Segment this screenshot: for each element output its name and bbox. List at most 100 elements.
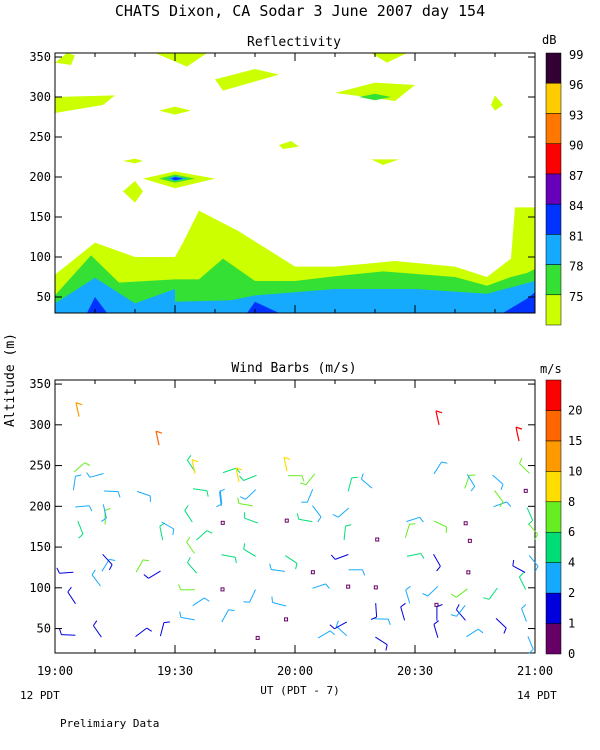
- wind-barb-flag: [239, 475, 244, 481]
- calm-marker: [310, 570, 315, 575]
- wind-barb-flag: [206, 490, 209, 497]
- wind-barb: [406, 553, 421, 557]
- colorbar-swatch: [545, 410, 562, 442]
- preliminary-note: Prelimiary Data: [60, 717, 159, 730]
- wind-barb-flag: [234, 557, 237, 564]
- wind-barb-flag: [206, 530, 213, 534]
- wind-barb-flag: [325, 583, 330, 589]
- wind-barb: [155, 431, 160, 446]
- wind-barb-flag: [295, 563, 298, 570]
- wind-barb: [219, 491, 222, 506]
- wind-barb: [191, 459, 196, 474]
- wind-barb-flag: [300, 482, 307, 486]
- wind-barb-flag: [477, 628, 484, 634]
- colorbar-swatch: [545, 379, 562, 411]
- wind-title: Wind Barbs (m/s): [231, 361, 356, 376]
- wind-barb-flag: [91, 569, 96, 576]
- wind-barb: [67, 591, 76, 604]
- wind-barb: [184, 510, 193, 523]
- wind-barb: [488, 587, 498, 600]
- x-tick-label: 21:00: [517, 664, 553, 678]
- wind-barb: [272, 602, 287, 607]
- reflectivity-band-81a: [55, 277, 175, 313]
- wind-barb-flag: [301, 475, 305, 482]
- wind-barb-flag: [521, 604, 527, 609]
- wind-barb-flag: [92, 620, 98, 626]
- y-tick-label: 150: [29, 210, 51, 224]
- wind-barb-flag: [228, 609, 235, 612]
- wind-barb: [334, 621, 348, 630]
- wind-barb-flag: [204, 597, 210, 602]
- reflectivity-blob: [155, 53, 207, 67]
- wind-barb-flag: [500, 484, 504, 491]
- colorbar-label: 96: [569, 78, 583, 92]
- wind-barb-flag: [117, 491, 121, 498]
- wind-barb: [433, 520, 447, 528]
- wind-barb-flag: [101, 517, 107, 522]
- reflectivity-band-81b: [175, 281, 535, 313]
- calm-marker: [284, 617, 289, 622]
- calm-marker: [255, 635, 260, 640]
- wind-barb: [405, 589, 411, 604]
- colorbar-swatch: [545, 143, 562, 175]
- wind-barb-flag: [269, 563, 272, 570]
- wind-barb-flag: [84, 462, 91, 466]
- reflectivity-blob-78: [359, 93, 391, 101]
- calm-marker: [463, 521, 468, 526]
- wind-barb-flag: [405, 585, 411, 591]
- wind-barb-flag: [512, 559, 515, 566]
- wind-barb: [221, 554, 236, 558]
- colorbar-label: 6: [568, 525, 575, 539]
- reflectivity-blob: [123, 181, 143, 203]
- wind-barb-flag: [243, 601, 250, 603]
- wind-barb: [515, 426, 520, 442]
- wind-barb: [466, 474, 476, 487]
- colorbar-swatch: [545, 82, 562, 114]
- y-tick-label: 350: [29, 377, 51, 391]
- calm-marker: [284, 518, 289, 523]
- wind-barb: [433, 553, 441, 567]
- wind-barb-flag: [436, 565, 441, 572]
- colorbar-label: 15: [568, 434, 582, 448]
- wind-barb-flag: [329, 630, 336, 635]
- wind-barb-flag: [419, 516, 424, 523]
- wind-barb: [101, 559, 110, 572]
- wind-barb: [433, 461, 442, 475]
- y-tick-label: 150: [29, 540, 51, 554]
- wind-barb-flag: [387, 618, 391, 625]
- altitude-axis-label: Altitude (m): [3, 333, 18, 427]
- wind-barb: [271, 569, 285, 572]
- wind-barb: [91, 574, 101, 587]
- reflectivity-blob: [371, 159, 399, 165]
- reflectivity-blob: [371, 53, 407, 63]
- colorbar-label: 10: [568, 464, 582, 478]
- wind-barb-flag: [330, 554, 336, 560]
- wind-barb-flag: [143, 574, 149, 579]
- colorbar-label: 90: [569, 139, 583, 153]
- calm-marker: [220, 587, 225, 592]
- colorbar-swatch: [545, 173, 562, 205]
- wind-barb: [361, 478, 373, 489]
- wind-barb-flag: [450, 593, 457, 598]
- wind-barb: [148, 570, 161, 579]
- calm-marker: [466, 570, 471, 575]
- wind-barb: [192, 488, 207, 492]
- wind-barb-flag: [445, 526, 448, 534]
- wind-barb-flag: [483, 597, 490, 600]
- wind-barb-flag: [239, 496, 246, 500]
- calm-marker: [523, 488, 528, 493]
- y-tick-label: 100: [29, 250, 51, 264]
- reflectivity-blob: [279, 141, 299, 149]
- wind-barb-flag: [435, 410, 443, 414]
- wind-barb: [72, 476, 76, 491]
- wind-axes: 50 100 150 200 250 300 350 19:00 19:30 20:00 20:30…: [29, 377, 553, 678]
- y-tick-label: 200: [29, 170, 51, 184]
- reflectivity-blob: [215, 69, 279, 91]
- wind-barb-flag: [237, 497, 240, 504]
- colorbar-swatch: [545, 562, 562, 594]
- wind-barb-flag: [75, 402, 83, 406]
- wind-barb-flag: [155, 430, 163, 434]
- wind-barb: [235, 467, 240, 482]
- reflectivity-blob: [123, 158, 143, 164]
- colorbar-swatch: [545, 113, 562, 144]
